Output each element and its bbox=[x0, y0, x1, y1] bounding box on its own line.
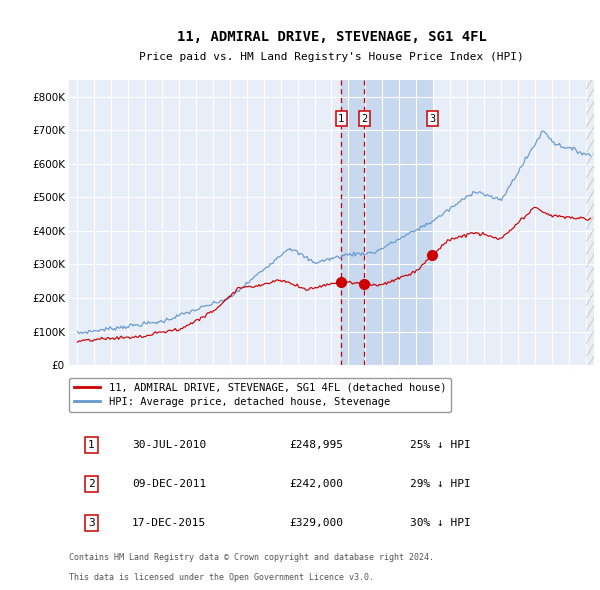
Text: £329,000: £329,000 bbox=[290, 519, 343, 529]
Text: Price paid vs. HM Land Registry's House Price Index (HPI): Price paid vs. HM Land Registry's House … bbox=[139, 52, 524, 62]
Text: 09-DEC-2011: 09-DEC-2011 bbox=[132, 479, 206, 489]
Text: 30% ↓ HPI: 30% ↓ HPI bbox=[410, 519, 471, 529]
Text: 1: 1 bbox=[88, 440, 95, 450]
Legend: 11, ADMIRAL DRIVE, STEVENAGE, SG1 4FL (detached house), HPI: Average price, deta: 11, ADMIRAL DRIVE, STEVENAGE, SG1 4FL (d… bbox=[69, 378, 451, 412]
Text: £248,995: £248,995 bbox=[290, 440, 343, 450]
Text: 17-DEC-2015: 17-DEC-2015 bbox=[132, 519, 206, 529]
Text: 25% ↓ HPI: 25% ↓ HPI bbox=[410, 440, 471, 450]
Text: 2: 2 bbox=[88, 479, 95, 489]
Text: £242,000: £242,000 bbox=[290, 479, 343, 489]
Text: 3: 3 bbox=[88, 519, 95, 529]
Text: Contains HM Land Registry data © Crown copyright and database right 2024.: Contains HM Land Registry data © Crown c… bbox=[69, 553, 434, 562]
Text: 3: 3 bbox=[430, 113, 436, 123]
Text: 30-JUL-2010: 30-JUL-2010 bbox=[132, 440, 206, 450]
Text: 2: 2 bbox=[361, 113, 367, 123]
Text: 11, ADMIRAL DRIVE, STEVENAGE, SG1 4FL: 11, ADMIRAL DRIVE, STEVENAGE, SG1 4FL bbox=[176, 30, 487, 44]
Text: 29% ↓ HPI: 29% ↓ HPI bbox=[410, 479, 471, 489]
Text: 1: 1 bbox=[338, 113, 344, 123]
Bar bbox=[341, 80, 433, 365]
Text: This data is licensed under the Open Government Licence v3.0.: This data is licensed under the Open Gov… bbox=[69, 573, 374, 582]
